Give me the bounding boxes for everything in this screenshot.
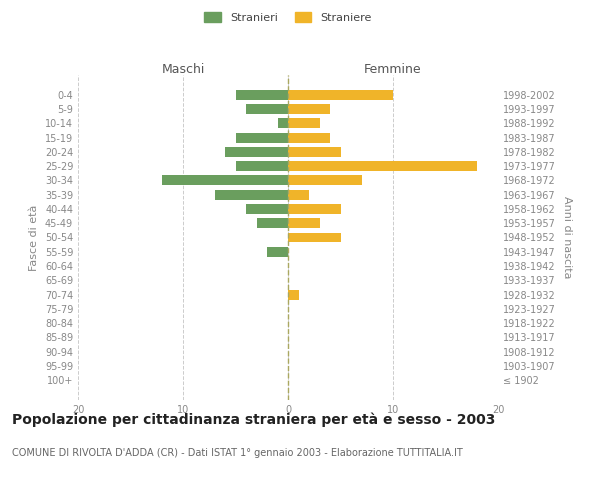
Bar bbox=[288, 132, 330, 142]
Bar bbox=[246, 204, 288, 214]
Y-axis label: Anni di nascita: Anni di nascita bbox=[562, 196, 572, 279]
Bar bbox=[288, 218, 320, 228]
Bar bbox=[235, 132, 288, 142]
Bar bbox=[288, 118, 320, 128]
Bar bbox=[288, 161, 477, 171]
Bar bbox=[246, 104, 288, 114]
Bar bbox=[288, 147, 341, 157]
Bar bbox=[288, 90, 393, 100]
Text: Popolazione per cittadinanza straniera per età e sesso - 2003: Popolazione per cittadinanza straniera p… bbox=[12, 412, 496, 427]
Bar bbox=[288, 104, 330, 114]
Bar bbox=[288, 176, 361, 186]
Bar bbox=[235, 161, 288, 171]
Y-axis label: Fasce di età: Fasce di età bbox=[29, 204, 39, 270]
Bar bbox=[267, 247, 288, 257]
Bar bbox=[288, 290, 299, 300]
Text: COMUNE DI RIVOLTA D'ADDA (CR) - Dati ISTAT 1° gennaio 2003 - Elaborazione TUTTIT: COMUNE DI RIVOLTA D'ADDA (CR) - Dati IST… bbox=[12, 448, 463, 458]
Legend: Stranieri, Straniere: Stranieri, Straniere bbox=[201, 9, 375, 26]
Bar bbox=[277, 118, 288, 128]
Bar bbox=[288, 190, 309, 200]
Bar bbox=[215, 190, 288, 200]
Bar bbox=[225, 147, 288, 157]
Bar bbox=[257, 218, 288, 228]
Text: Maschi: Maschi bbox=[161, 63, 205, 76]
Bar bbox=[288, 232, 341, 242]
Text: Femmine: Femmine bbox=[364, 63, 422, 76]
Bar bbox=[235, 90, 288, 100]
Bar bbox=[162, 176, 288, 186]
Bar bbox=[288, 204, 341, 214]
